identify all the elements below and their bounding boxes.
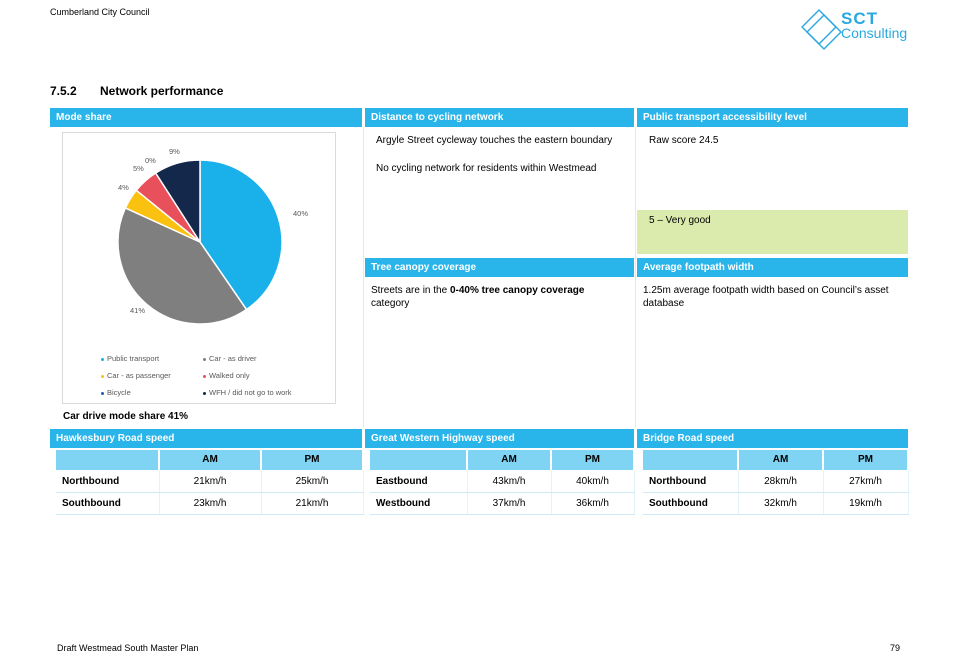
mode-share-chart: 40% 41% 4% 5% 0% 9% Public transport Car - as… <box>62 132 336 404</box>
legend-swatch <box>101 374 104 378</box>
pt-rating: 5 – Very good <box>649 215 711 226</box>
legend-item: WFH / did not go to work <box>203 388 292 397</box>
data-label: 4% <box>118 183 129 192</box>
hawkesbury-speed-header: Hawkesbury Road speed <box>50 429 362 448</box>
cycling-text-1: Argyle Street cycleway touches the easte… <box>376 135 613 146</box>
legend-item: Car - as passenger <box>101 371 171 380</box>
footer-document-title: Draft Westmead South Master Plan <box>57 643 199 653</box>
pie-slice <box>117 206 248 325</box>
legend-swatch <box>203 357 206 361</box>
footer-page-number: 79 <box>890 643 901 653</box>
gwh-speed-header: Great Western Highway speed <box>365 429 634 448</box>
pie-slice <box>199 159 283 311</box>
cycling-distance-header: Distance to cycling network <box>365 108 634 127</box>
mode-share-header: Mode share <box>50 108 362 127</box>
footpath-width-text: 1.25m average footpath width based on Co… <box>643 285 889 309</box>
legend-swatch <box>101 391 104 395</box>
column-divider <box>635 127 636 427</box>
pie-chart: 40% 41% 4% 5%0% 9% <box>117 147 308 325</box>
legend-swatch <box>203 391 206 395</box>
legend-item: Walked only <box>203 371 250 380</box>
pt-raw-score: Raw score 24.5 <box>649 135 719 146</box>
table-row: Westbound 37km/h 36km/h <box>370 492 635 515</box>
section-number: 7.5.2 <box>50 84 77 98</box>
logo-consulting-text: Consulting <box>841 25 908 41</box>
data-label: 41% <box>130 306 145 315</box>
bridge-road-speed-header: Bridge Road speed <box>637 429 908 448</box>
cycling-text-2: No cycling network for residents within … <box>376 163 597 174</box>
footpath-width-header: Average footpath width <box>637 258 908 277</box>
data-label: 0% <box>145 156 156 165</box>
data-label: 40% <box>293 209 308 218</box>
table-row: Eastbound 43km/h 40km/h <box>370 470 635 493</box>
table-row: Northbound 28km/h 27km/h <box>643 470 909 493</box>
logo-mark-icon <box>801 9 842 50</box>
hawkesbury-speed-table: AM PM Northbound 21km/h 25km/h Southbound 23… <box>56 450 364 515</box>
logo-sct-text: SCT <box>841 9 878 28</box>
sct-consulting-logo: SCT Consulting <box>799 9 911 51</box>
legend-swatch <box>203 374 206 378</box>
tree-canopy-highlight: 0-40% tree canopy coverage <box>449 285 585 296</box>
tree-canopy-text: Streets are in the 0-40% tree canopy cov… <box>371 285 585 309</box>
legend-swatch <box>101 357 104 361</box>
tree-canopy-header: Tree canopy coverage <box>365 258 634 277</box>
table-row: Southbound 23km/h 21km/h <box>56 492 364 515</box>
car-drive-mode-share: Car drive mode share 41% <box>63 411 189 422</box>
legend-item: Car - as driver <box>203 354 257 363</box>
pt-accessibility-header: Public transport accessibility level <box>637 108 908 127</box>
legend-item: Public transport <box>101 354 159 363</box>
table-row: Southbound 32km/h 19km/h <box>643 492 909 515</box>
data-label: 5% <box>133 164 144 173</box>
data-label: 9% <box>169 147 180 156</box>
pie-slice <box>154 159 201 245</box>
council-name: Cumberland City Council <box>50 7 150 17</box>
bridge-road-speed-table: AM PM Northbound 28km/h 27km/h Southbound 32… <box>643 450 909 515</box>
section-title: Network performance <box>100 84 224 98</box>
pt-rating-cell: 5 – Very good <box>637 210 908 254</box>
column-divider <box>363 127 364 427</box>
section-heading: 7.5.2 Network performance <box>50 84 223 98</box>
gwh-speed-table: AM PM Eastbound 43km/h 40km/h Westbound 37km… <box>370 450 635 515</box>
legend-item: Bicycle <box>101 388 131 397</box>
table-row: Northbound 21km/h 25km/h <box>56 470 364 493</box>
